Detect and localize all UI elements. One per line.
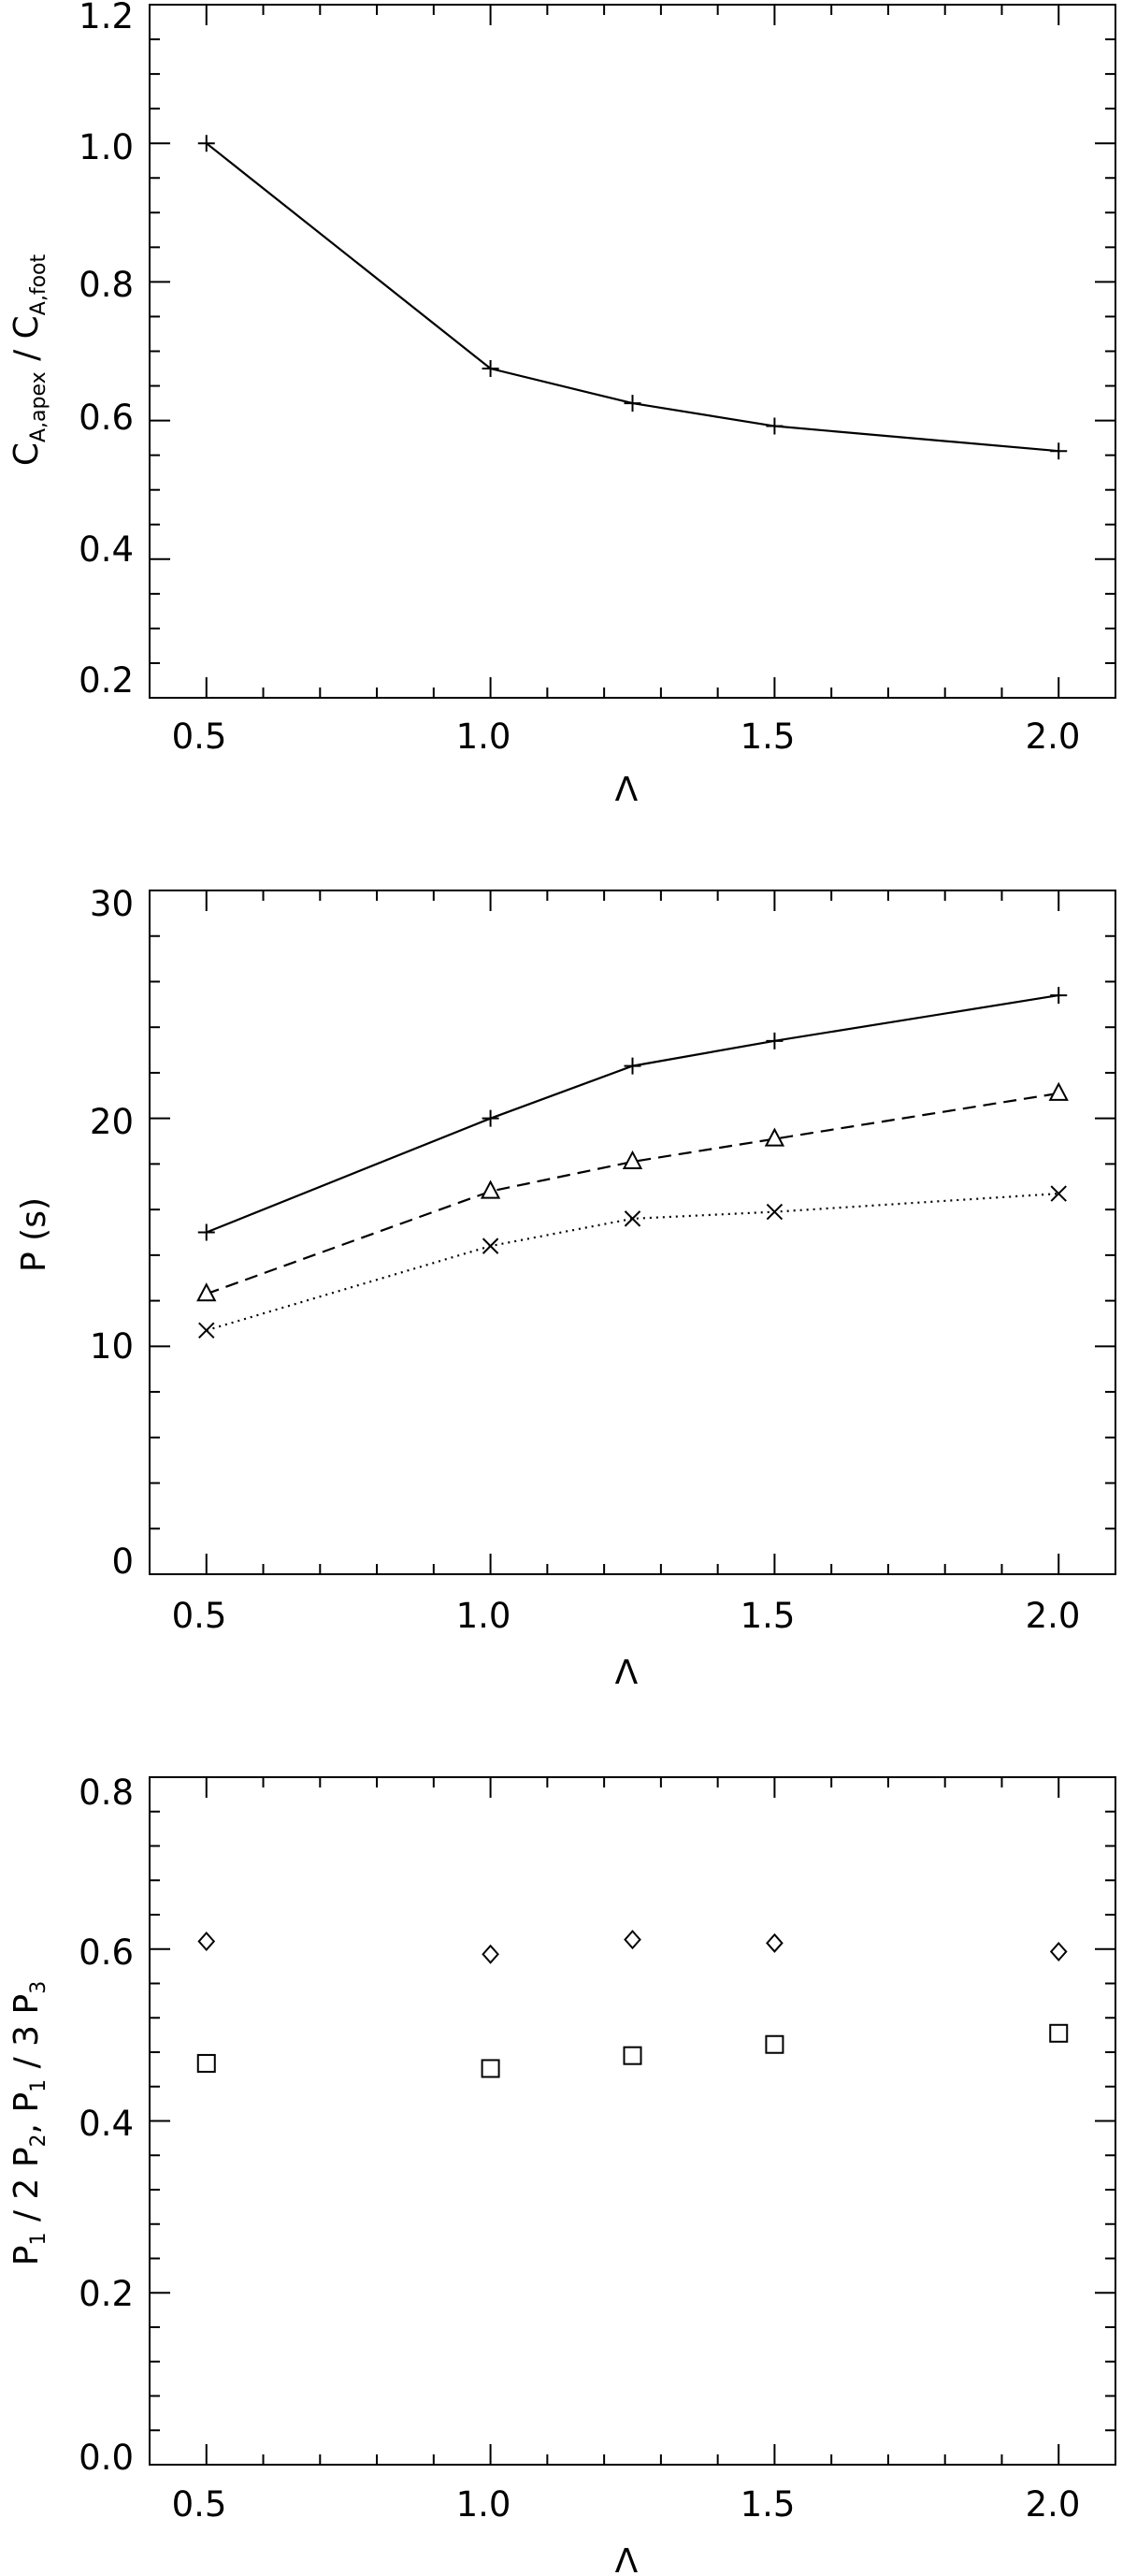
x-tick-label: 1.5 [741, 716, 796, 757]
diamond-marker [1049, 1942, 1068, 1962]
x-marker [198, 1322, 215, 1339]
x-axis-label-3: Λ [615, 2542, 639, 2576]
square-marker [623, 2046, 642, 2065]
plus-marker [482, 360, 499, 378]
plus-marker [766, 417, 784, 435]
plus-marker [1050, 442, 1068, 460]
y-tick-label: 0.6 [79, 1932, 134, 1973]
square-marker [1049, 2023, 1069, 2043]
plus-marker [624, 1057, 641, 1075]
square-marker [765, 2034, 784, 2054]
plot-frame-3 [149, 1776, 1116, 2466]
ticks-1 [149, 4, 1116, 699]
diamond-marker [482, 1944, 499, 1964]
x-tick-label: 0.5 [172, 1596, 227, 1636]
y-tick-label: 0.4 [79, 2104, 134, 2144]
x-marker [482, 1237, 499, 1254]
x-tick-label: 0.5 [172, 716, 227, 757]
ticks-2 [149, 890, 1116, 1575]
x-axis-label-2: Λ [615, 1654, 639, 1692]
y-tick-labels-1: 0.2 0.4 0.6 0.8 1.0 1.2 [79, 0, 134, 701]
y-tick-label: 0.8 [79, 1773, 134, 1813]
x-tick-label: 1.0 [456, 716, 511, 757]
triangle-marker [196, 1282, 217, 1302]
plus-marker [482, 1109, 499, 1127]
series-line-3 [206, 1192, 1059, 1332]
series-line-2 [206, 1092, 1059, 1295]
x-marker [766, 1203, 784, 1221]
x-tick-label: 1.0 [456, 2484, 511, 2525]
x-tick-labels-3: 0.5 1.0 1.5 2.0 [172, 2484, 1081, 2525]
x-marker [624, 1210, 641, 1227]
panel-1: 0.5 1.0 1.5 2.0 0.2 0.4 0.6 0.8 1.0 1.2 … [7, 0, 1116, 809]
y-axis-label-3: P1 / 2 P2, P1 / 3 P3 [7, 1981, 50, 2265]
marks-1 [197, 135, 1068, 460]
y-tick-label: 20 [90, 1102, 134, 1142]
square-marker [196, 2053, 216, 2073]
y-tick-label: 1.0 [79, 127, 134, 167]
plot-frame-2 [149, 890, 1116, 1575]
x-tick-label: 2.0 [1026, 1596, 1081, 1636]
square-marker [481, 2059, 500, 2078]
panel-2: 0.5 1.0 1.5 2.0 0 10 20 30 Λ P (s) [15, 884, 1116, 1692]
x-tick-labels-2: 0.5 1.0 1.5 2.0 [172, 1596, 1081, 1636]
y-tick-label: 0 [111, 1541, 134, 1582]
marks-2 [196, 987, 1069, 1339]
y-tick-label: 0.8 [79, 265, 134, 305]
triangle-marker [1048, 1081, 1069, 1101]
x-tick-label: 1.5 [741, 1596, 796, 1636]
x-tick-label: 1.5 [741, 2484, 796, 2525]
x-tick-label: 2.0 [1026, 716, 1081, 757]
x-tick-label: 0.5 [172, 2484, 227, 2525]
x-axis-label-1: Λ [615, 771, 639, 809]
y-tick-label: 0.2 [79, 2274, 134, 2314]
y-tick-labels-2: 0 10 20 30 [90, 884, 134, 1582]
y-tick-label: 10 [90, 1326, 134, 1367]
y-tick-label: 30 [90, 884, 134, 924]
diamond-marker [624, 1930, 641, 1950]
diamond-marker [197, 1931, 216, 1951]
marks-3 [196, 1930, 1069, 2078]
y-tick-label: 0.0 [79, 2438, 134, 2478]
plus-marker [197, 1223, 215, 1241]
plus-marker [624, 395, 641, 412]
plot-frame-1 [149, 4, 1116, 699]
y-tick-label: 1.2 [79, 0, 134, 36]
y-axis-label-2: P (s) [15, 1197, 53, 1272]
x-tick-labels-1: 0.5 1.0 1.5 2.0 [172, 716, 1081, 757]
y-tick-label: 0.4 [79, 529, 134, 570]
plus-marker [197, 135, 215, 152]
triangle-marker [480, 1179, 501, 1199]
x-marker [1050, 1185, 1067, 1202]
triangle-marker [622, 1150, 643, 1169]
y-axis-label-1: CA,apex / CA,foot [7, 253, 50, 466]
panel-3: 0.5 1.0 1.5 2.0 0.0 0.2 0.4 0.6 0.8 Λ P1… [7, 1773, 1116, 2576]
y-tick-label: 0.2 [79, 660, 134, 701]
ticks-3 [149, 1776, 1116, 2466]
y-tick-labels-3: 0.0 0.2 0.4 0.6 0.8 [79, 1773, 134, 2478]
x-tick-label: 1.0 [456, 1596, 511, 1636]
triangle-marker [764, 1127, 785, 1147]
plus-marker [766, 1032, 784, 1049]
diamond-marker [766, 1932, 784, 1953]
plus-marker [1050, 987, 1068, 1005]
x-tick-label: 2.0 [1026, 2484, 1081, 2525]
y-tick-label: 0.6 [79, 398, 134, 438]
